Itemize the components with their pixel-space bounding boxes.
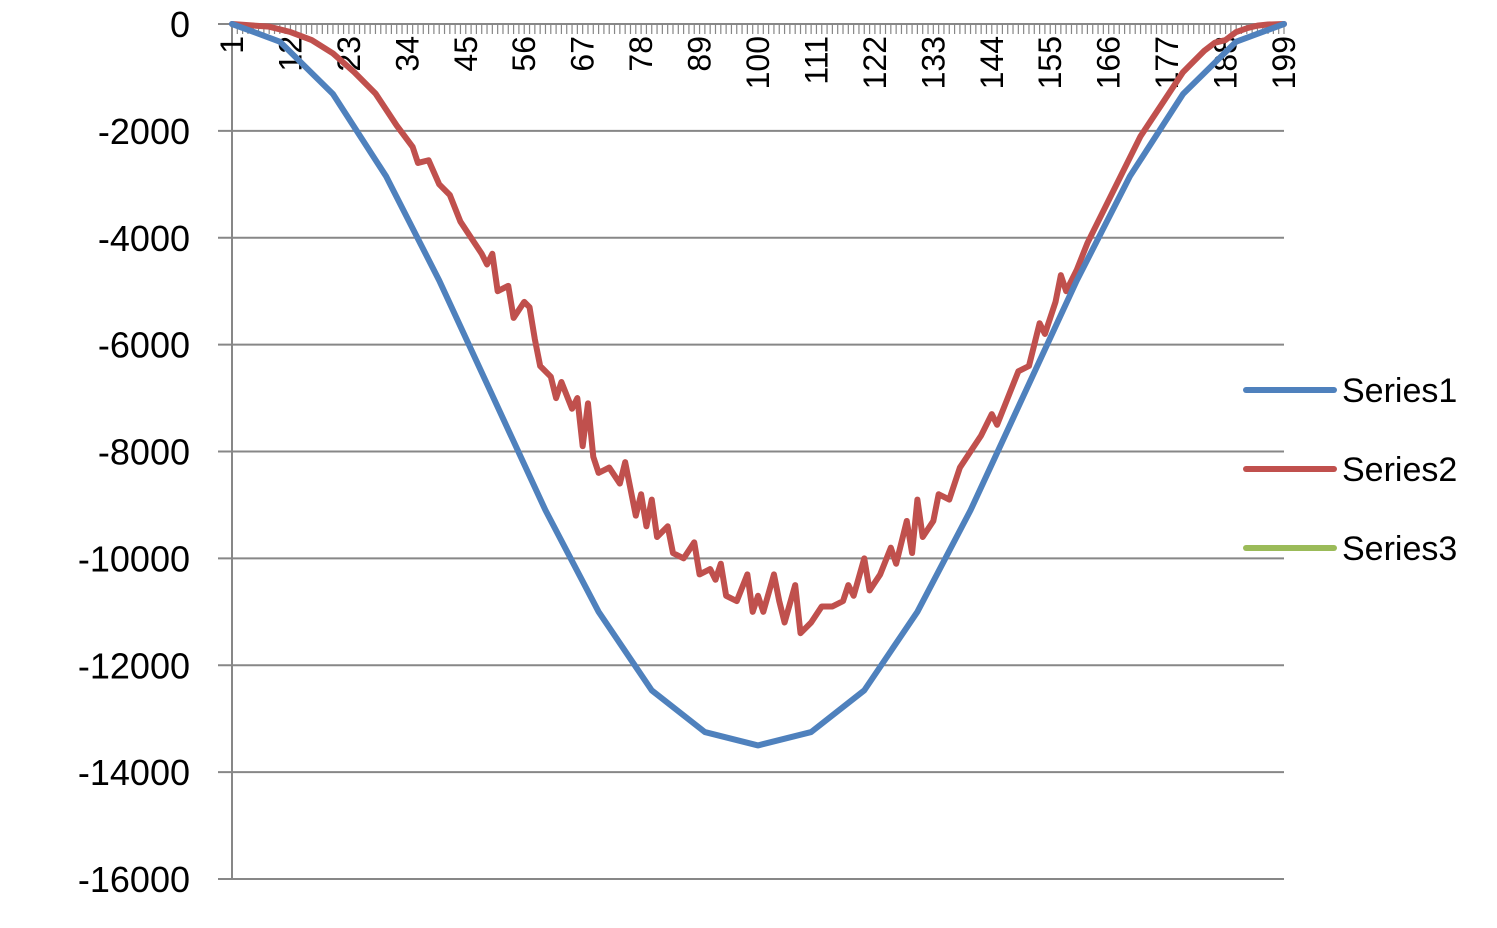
x-tick-label: 100 [740,36,776,89]
x-tick-label: 45 [448,36,484,72]
x-tick-label: 78 [623,36,659,72]
y-tick-label: 0 [170,4,190,45]
x-tick-label: 67 [565,36,601,72]
y-tick-label: -4000 [98,218,190,259]
series-line-series1 [229,21,1287,749]
legend-label-series3: Series3 [1342,530,1457,568]
legend-label-series2: Series2 [1342,451,1457,489]
x-tick-label: 122 [857,36,893,89]
x-tick-label: 111 [798,36,834,85]
x-tick-label: 34 [389,36,425,72]
x-tick-label: 155 [1032,36,1068,89]
y-tick-label: -2000 [98,111,190,152]
series-line-series2 [229,21,1287,637]
legend-label-series1: Series1 [1342,372,1457,410]
y-tick-label: -8000 [98,432,190,473]
x-tick-label: 199 [1266,36,1302,89]
y-tick-label: -16000 [78,859,190,900]
x-tick-label: 89 [682,36,718,72]
y-tick-label: -10000 [78,538,190,579]
y-tick-label: -12000 [78,645,190,686]
y-tick-label: -14000 [78,752,190,793]
y-tick-label: -6000 [98,325,190,366]
x-tick-label: 166 [1091,36,1127,89]
x-tick-label: 133 [915,36,951,89]
x-tick-label: 144 [974,36,1010,89]
x-tick-label: 1 [214,36,250,54]
x-tick-label: 56 [506,36,542,72]
